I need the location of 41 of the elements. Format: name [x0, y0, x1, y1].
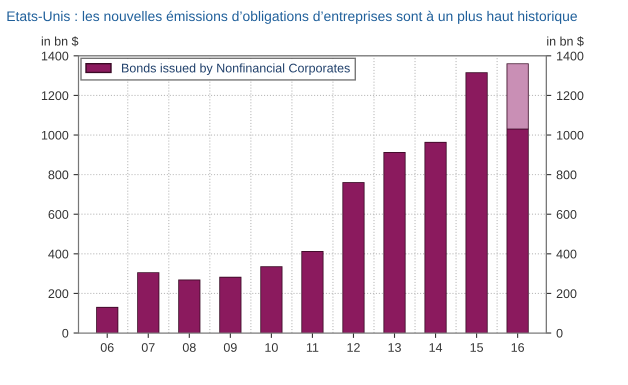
bar — [178, 280, 200, 334]
bar — [424, 142, 447, 334]
y-tick-label: 600 — [48, 210, 68, 219]
x-tick-label: 15 — [470, 343, 484, 352]
y2-tick-label: 0 — [556, 328, 563, 338]
legend-label: Bonds issued by Nonfinancial Corporates — [122, 63, 350, 75]
bar — [219, 276, 242, 334]
x-tick-label: 06 — [100, 343, 114, 352]
y2-tick-label: 1200 — [557, 91, 584, 100]
y2-axis-title: in bn $ — [547, 36, 584, 46]
x-tick-label: 10 — [265, 343, 278, 352]
bar — [137, 272, 160, 334]
y-tick-label: 1000 — [42, 130, 68, 140]
x-tick-label: 09 — [224, 343, 237, 352]
y-tick-label: 200 — [48, 289, 68, 298]
y-tick-label: 1400 — [42, 52, 68, 60]
y-tick-label: 0 — [62, 328, 68, 338]
y2-tick-label: 600 — [556, 210, 576, 219]
x-tick-label: 12 — [347, 343, 360, 352]
y-tick-label: 800 — [48, 170, 68, 180]
y-tick-label: 1200 — [42, 91, 68, 100]
y2-tick-label: 800 — [556, 170, 576, 180]
x-tick-label: 13 — [388, 343, 401, 352]
x-tick-label: 14 — [430, 343, 442, 352]
bar — [96, 306, 118, 334]
bar — [342, 182, 365, 334]
y2-tick-label: 1400 — [557, 52, 584, 60]
chart-title: Etats-Unis : les nouvelles émissions d’obligations d’entreprises sont à un plus haut historique — [7, 10, 577, 24]
x-tick-label: 11 — [306, 343, 318, 352]
bar — [301, 251, 324, 334]
y2-tick-label: 200 — [556, 289, 576, 298]
bar — [466, 72, 488, 334]
x-tick-label: 16 — [512, 343, 524, 352]
y2-tick-label: 400 — [556, 250, 576, 258]
y-axis-title: in bn $ — [42, 36, 78, 46]
x-tick-label: 08 — [182, 343, 196, 352]
y2-tick-label: 1000 — [557, 130, 584, 140]
y-tick-label: 400 — [48, 250, 68, 258]
x-tick-label: 07 — [142, 343, 155, 352]
bar — [383, 152, 406, 334]
bar — [260, 266, 282, 334]
